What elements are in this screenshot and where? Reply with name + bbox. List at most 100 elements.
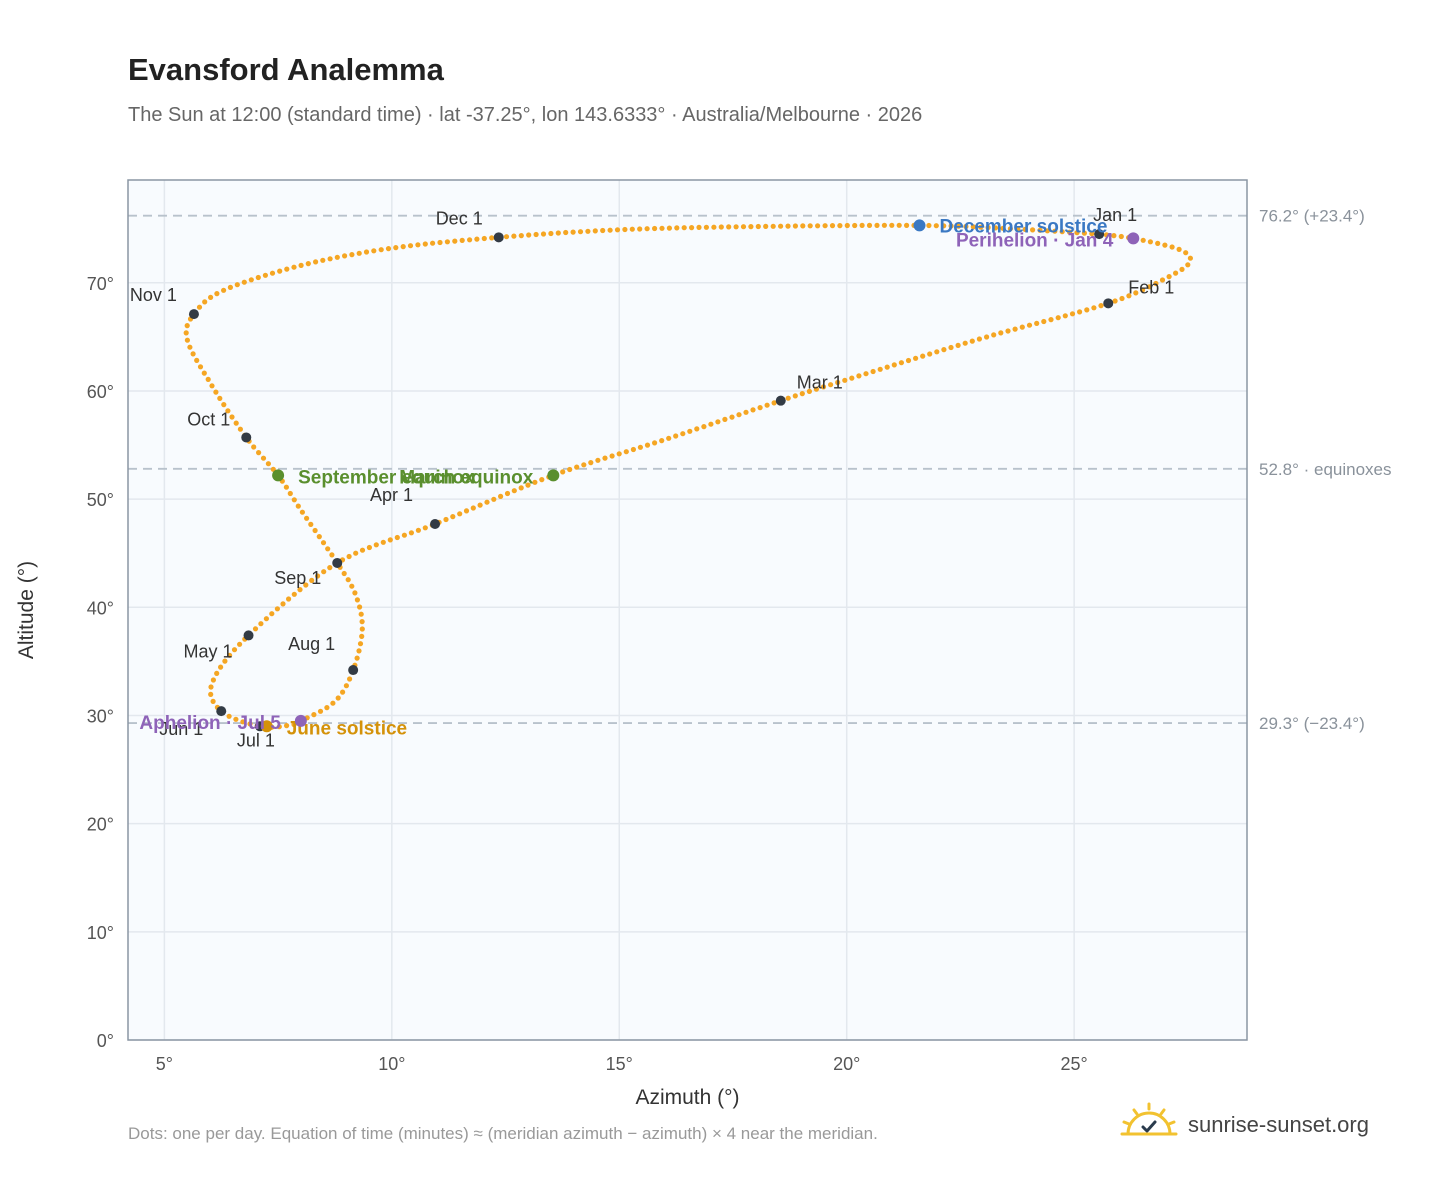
day-dot (234, 282, 240, 288)
day-dot (308, 521, 314, 528)
day-dot (863, 371, 869, 377)
day-dot (184, 323, 190, 329)
day-dot (422, 525, 428, 531)
day-dot (213, 389, 219, 395)
day-dot (889, 222, 895, 228)
day-dot (298, 262, 304, 268)
day-dot (255, 274, 261, 281)
day-dot (600, 227, 606, 234)
day-dot (256, 450, 262, 456)
y-tick-label: 40° (87, 598, 114, 618)
day-dot (347, 676, 353, 682)
day-dot (770, 223, 776, 229)
x-tick-label: 15° (606, 1054, 633, 1074)
day-dot (233, 716, 239, 722)
month-label: May 1 (184, 641, 233, 661)
day-dot (491, 496, 497, 502)
event-label: June solstice (287, 718, 407, 739)
day-dot (852, 222, 858, 229)
day-dot (221, 402, 227, 408)
day-dot (963, 223, 969, 230)
day-dot (470, 505, 476, 511)
day-dot (577, 229, 584, 235)
day-dot (1048, 317, 1054, 323)
day-dot (856, 373, 862, 379)
day-dot (316, 534, 322, 540)
day-dot (881, 222, 888, 228)
day-dot (518, 233, 524, 239)
day-dot (443, 516, 449, 523)
day-dot (184, 337, 190, 343)
day-dot (340, 689, 346, 695)
day-dot (363, 249, 370, 255)
day-dot (430, 240, 436, 246)
day-dot (998, 330, 1004, 336)
day-dot (356, 648, 362, 654)
day-dot (335, 695, 341, 701)
day-dot (1059, 229, 1065, 235)
event-marker (260, 720, 273, 733)
day-dot (187, 344, 193, 350)
day-dot (666, 225, 673, 231)
month-label: Jun 1 (159, 719, 203, 739)
day-dot (614, 227, 621, 233)
day-dot (913, 355, 919, 361)
day-dot (214, 670, 220, 677)
day-dot (252, 626, 259, 632)
brand[interactable]: sunrise-sunset.org (1120, 1100, 1369, 1150)
day-dot (1173, 270, 1179, 276)
day-dot (394, 534, 400, 541)
day-dot (320, 257, 326, 263)
event-label: Perihelion · Jan 4 (956, 230, 1114, 251)
day-dot (616, 451, 622, 457)
reference-lines: 76.2° (+23.4°) 52.8° · equinoxes 29.3° (−2… (128, 207, 1392, 733)
day-dot (526, 232, 532, 238)
brand-name[interactable]: sunrise-sunset.org (1188, 1112, 1369, 1137)
day-dot (1026, 322, 1033, 328)
day-dot (1091, 305, 1097, 311)
day-dot (630, 446, 637, 453)
day-dot (1133, 290, 1139, 296)
day-dot (217, 395, 223, 401)
day-dot (927, 351, 933, 357)
footnote: Dots: one per day. Equation of time (min… (128, 1124, 878, 1143)
day-dot (539, 477, 545, 483)
day-dot (763, 223, 769, 229)
day-dot (844, 222, 850, 229)
day-dot (393, 245, 399, 251)
y-tick-label: 0° (97, 1031, 114, 1051)
y-axis-label: Altitude (°) (15, 561, 38, 659)
day-dot (659, 225, 665, 231)
chart-subtitle: The Sun at 12:00 (standard time) · lat -… (128, 104, 923, 126)
day-dot (715, 419, 721, 425)
day-dot (489, 235, 495, 241)
day-dot (352, 590, 358, 596)
day-dot (898, 360, 905, 366)
month-markers: Jan 1 Feb 1 Mar 1 Apr 1 May 1 Jun 1 Jul 1 Aug 1… (130, 205, 1174, 750)
day-dot (567, 466, 573, 473)
day-dot (800, 223, 806, 229)
day-dot (1041, 318, 1047, 325)
y-tick-label: 20° (87, 815, 114, 835)
day-dot (694, 426, 700, 432)
day-dot (835, 379, 841, 386)
day-dot (1005, 328, 1011, 334)
day-dot (1055, 315, 1061, 321)
day-dot (357, 641, 364, 647)
day-dot (321, 569, 327, 575)
day-dot (904, 222, 910, 228)
day-dot (984, 334, 990, 340)
day-dot (729, 414, 735, 420)
day-dot (283, 484, 289, 490)
reference-line-label: 76.2° (+23.4°) (1259, 207, 1365, 226)
day-dot (196, 304, 203, 310)
day-dot (581, 462, 587, 468)
day-dot (849, 375, 855, 381)
day-dot (359, 633, 365, 640)
event-label: Aphelion · Jul 5 (139, 713, 281, 734)
day-dot (978, 224, 984, 230)
day-dot (504, 490, 511, 497)
day-dot (218, 664, 224, 670)
day-dot (637, 226, 643, 232)
month-marker (243, 630, 254, 641)
